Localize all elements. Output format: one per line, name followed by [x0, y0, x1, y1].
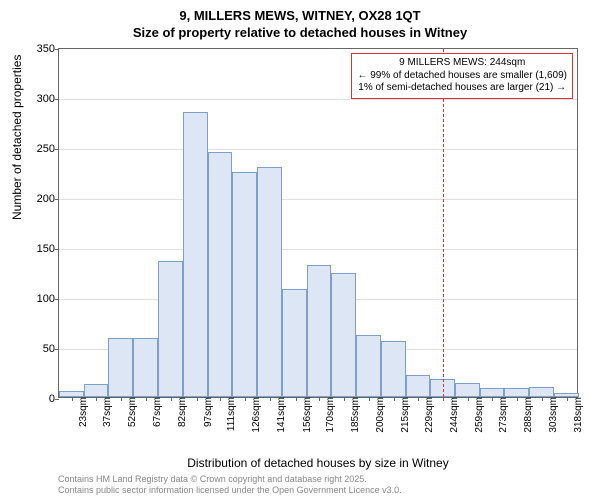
y-tick-mark	[55, 99, 59, 100]
annotation-line: 9 MILLERS MEWS: 244sqm	[357, 57, 567, 70]
gridline	[59, 199, 577, 200]
x-tick-label: 318sqm	[567, 397, 584, 433]
x-tick-label: 52sqm	[121, 397, 138, 427]
x-tick-label: 288sqm	[517, 397, 534, 433]
gridline	[59, 249, 577, 250]
histogram-bar	[504, 388, 529, 397]
histogram-bar	[108, 338, 133, 397]
histogram-bar	[480, 388, 503, 397]
annotation-line: 1% of semi-detached houses are larger (2…	[357, 82, 567, 95]
histogram-bar	[307, 265, 330, 397]
histogram-bar	[381, 341, 406, 397]
plot-area: 05010015020025030035023sqm37sqm52sqm67sq…	[58, 48, 578, 398]
x-tick-label: 259sqm	[468, 397, 485, 433]
x-tick-label: 67sqm	[146, 397, 163, 427]
y-tick-mark	[55, 249, 59, 250]
x-tick-label: 126sqm	[245, 397, 262, 433]
histogram-bar	[455, 383, 480, 397]
annotation-box: 9 MILLERS MEWS: 244sqm← 99% of detached …	[351, 53, 573, 99]
histogram-bar	[529, 387, 554, 397]
x-axis-label: Distribution of detached houses by size …	[58, 456, 578, 470]
x-tick-label: 82sqm	[171, 397, 188, 427]
footer-line: Contains public sector information licen…	[58, 485, 402, 496]
x-tick-label: 156sqm	[296, 397, 313, 433]
histogram-bar	[158, 261, 183, 397]
x-tick-label: 200sqm	[369, 397, 386, 433]
reference-line	[443, 49, 444, 397]
y-tick-mark	[55, 149, 59, 150]
y-tick-mark	[55, 399, 59, 400]
histogram-bar	[257, 167, 282, 397]
chart-container: 9, MILLERS MEWS, WITNEY, OX28 1QT Size o…	[0, 0, 600, 500]
histogram-bar	[133, 338, 158, 397]
x-tick-label: 273sqm	[492, 397, 509, 433]
histogram-bar	[282, 289, 307, 397]
histogram-bar	[356, 335, 381, 397]
gridline	[59, 99, 577, 100]
annotation-line: ← 99% of detached houses are smaller (1,…	[357, 70, 567, 83]
x-tick-label: 37sqm	[96, 397, 113, 427]
x-tick-label: 303sqm	[542, 397, 559, 433]
histogram-bar	[331, 273, 356, 397]
histogram-bar	[183, 112, 208, 397]
footer-attribution: Contains HM Land Registry data © Crown c…	[58, 474, 402, 496]
y-tick-mark	[55, 299, 59, 300]
x-tick-label: 244sqm	[443, 397, 460, 433]
x-tick-label: 229sqm	[418, 397, 435, 433]
y-tick-mark	[55, 199, 59, 200]
x-tick-label: 215sqm	[394, 397, 411, 433]
histogram-bar	[406, 375, 429, 397]
y-tick-mark	[55, 49, 59, 50]
x-tick-label: 23sqm	[72, 397, 89, 427]
x-tick-label: 111sqm	[220, 397, 237, 431]
x-tick-label: 170sqm	[319, 397, 336, 433]
chart-subtitle: Size of property relative to detached ho…	[0, 23, 600, 40]
histogram-bar	[232, 172, 257, 397]
chart-title: 9, MILLERS MEWS, WITNEY, OX28 1QT	[0, 0, 600, 23]
histogram-bar	[84, 384, 107, 397]
histogram-bar	[208, 152, 231, 397]
y-tick-mark	[55, 349, 59, 350]
gridline	[59, 149, 577, 150]
footer-line: Contains HM Land Registry data © Crown c…	[58, 474, 402, 485]
x-tick-label: 97sqm	[197, 397, 214, 427]
y-axis-label: Number of detached properties	[10, 55, 24, 220]
x-tick-label: 141sqm	[270, 397, 287, 433]
x-tick-label: 185sqm	[344, 397, 361, 433]
